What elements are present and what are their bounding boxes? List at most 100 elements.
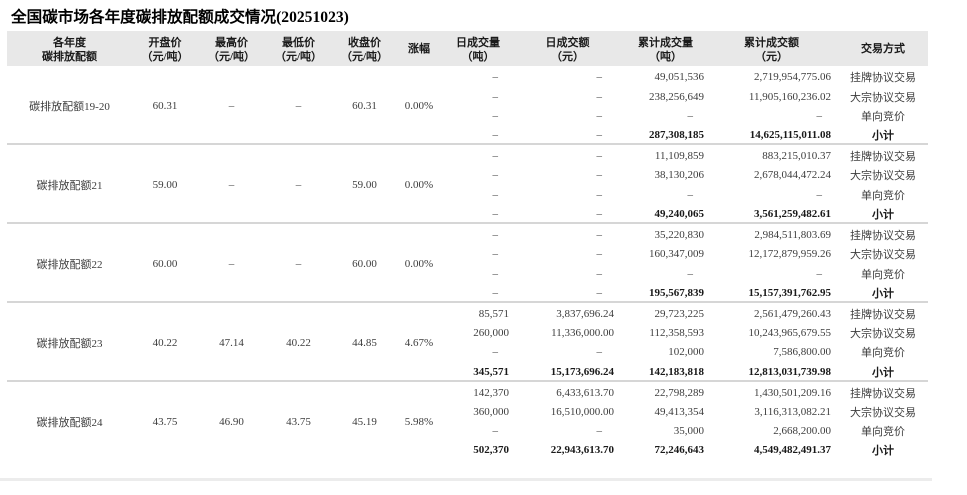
cum-volume: 142,183,818 <box>649 365 704 378</box>
cum-volume: 11,109,859 <box>654 150 704 163</box>
cum-volume: 112,358,593 <box>649 326 704 339</box>
col-header-daily-amount: 日成交额 （元） <box>515 31 620 66</box>
table-row: 碳排放配额22 60.00 – – 60.00 0.00% – – 35,220,830 2,98… <box>7 223 928 271</box>
table-row: – – 38,130,206 2,678,044,472.24 大宗协议交易 <box>7 164 928 183</box>
high-price: 46.90 <box>219 415 244 428</box>
table-header: 各年度 碳排放配额 开盘价 （元/吨） 最高价 （元/吨） 最低价 （元/吨） … <box>7 31 928 66</box>
col-header-line-1: 日成交额 <box>545 37 590 49</box>
open-price: 59.00 <box>152 179 178 192</box>
daily-volume: – <box>492 90 499 103</box>
cum-volume: – <box>687 188 694 201</box>
col-header-line-2: （元/吨） <box>274 51 323 63</box>
cum-amount: 3,561,259,482.61 <box>754 207 831 220</box>
col-header-product: 各年度 碳排放配额 <box>7 31 132 66</box>
change-pct: 0.00% <box>404 100 434 113</box>
cum-amount: 14,625,115,011.08 <box>749 129 831 142</box>
table-row: 360,000 16,510,000.00 49,413,354 3,116,313,… <box>7 401 928 420</box>
daily-amount: – <box>596 109 603 122</box>
cum-volume: 287,308,185 <box>649 129 704 142</box>
col-header-low: 最低价 （元/吨） <box>265 31 332 66</box>
subtotal-row: 345,571 15,173,696.24 142,183,818 12,813,03… <box>7 361 928 381</box>
table-row: – – – – 单向竞价 <box>7 262 928 281</box>
trade-mode: 大宗协议交易 <box>850 249 916 262</box>
cum-volume: 49,413,354 <box>654 405 705 418</box>
col-header-line-2: （元/吨） <box>207 51 256 63</box>
col-header-line-1: 最高价 <box>215 37 248 49</box>
product-name: 碳排放配额24 <box>36 416 103 429</box>
col-header-line-1: 开盘价 <box>148 37 182 49</box>
col-header-line-1: 日成交量 <box>456 37 500 49</box>
cum-volume: 160,347,009 <box>649 248 704 261</box>
daily-volume: 345,571 <box>473 365 509 378</box>
carbon-market-table: 各年度 碳排放配额 开盘价 （元/吨） 最高价 （元/吨） 最低价 （元/吨） … <box>7 31 928 459</box>
table-row: 260,000 11,336,000.00 112,358,593 10,243,96… <box>7 322 928 341</box>
close-price: 60.00 <box>352 257 377 270</box>
subtotal-row: – – 49,240,065 3,561,259,482.61 小计 <box>7 203 928 223</box>
daily-volume: – <box>492 169 499 182</box>
daily-volume: – <box>492 248 499 261</box>
cum-amount: 3,116,313,082.21 <box>754 405 831 418</box>
low-price: – <box>295 257 302 270</box>
change-pct: 5.98% <box>404 415 434 428</box>
low-price: – <box>295 100 302 113</box>
trade-mode: 大宗协议交易 <box>850 406 916 419</box>
subtotal-row: – – 195,567,839 15,157,391,762.95 小计 <box>7 282 928 302</box>
daily-amount: – <box>596 90 603 103</box>
cum-amount: 10,243,965,679.55 <box>748 326 832 339</box>
col-header-line-1: 交易方式 <box>861 42 905 55</box>
cum-volume: 35,000 <box>673 425 704 438</box>
subtotal-row: 502,370 22,943,613.70 72,246,643 4,549,482,… <box>7 439 928 458</box>
product-name: 碳排放配额21 <box>36 180 103 193</box>
open-price: 60.00 <box>152 257 178 270</box>
daily-amount: – <box>596 346 603 359</box>
daily-volume: – <box>492 71 499 84</box>
allowance-group: 碳排放配额24 43.75 46.90 43.75 45.19 5.98% 142,370 6… <box>7 381 928 459</box>
daily-volume: – <box>492 207 499 220</box>
table-row: – – 102,000 7,586,800.00 单向竞价 <box>7 341 928 360</box>
table-bottom-border <box>0 478 932 481</box>
col-header-line-2: （元/吨） <box>340 51 389 63</box>
table-row: 碳排放配额19-20 60.31 – – 60.31 0.00% – – 49,051,536 2… <box>7 66 928 113</box>
daily-volume: – <box>492 346 499 359</box>
col-header-line-1: 各年度 <box>53 37 86 49</box>
trade-mode: 大宗协议交易 <box>850 170 916 183</box>
table-row: – – 35,000 2,668,200.00 单向竞价 <box>7 420 928 439</box>
close-price: 59.00 <box>352 179 377 192</box>
col-header-cum-amount: 累计成交额 （元） <box>711 31 832 66</box>
col-header-daily-volume: 日成交量 （吨） <box>441 31 515 66</box>
trade-mode: 大宗协议交易 <box>850 327 916 340</box>
high-price: 47.14 <box>219 336 244 349</box>
daily-volume: 360,000 <box>473 405 509 418</box>
table-row: 碳排放配额21 59.00 – – 59.00 0.00% – – 11,109,859 883,… <box>7 144 928 192</box>
daily-volume: – <box>492 286 499 299</box>
daily-volume: – <box>492 188 499 201</box>
col-header-line-2: （元） <box>755 51 788 63</box>
daily-amount: – <box>596 286 603 299</box>
allowance-group: 碳排放配额23 40.22 47.14 40.22 44.85 4.67% 85,571 3,… <box>7 302 928 381</box>
trade-mode: 挂牌协议交易 <box>850 387 916 400</box>
low-price: – <box>295 179 302 192</box>
col-header-line-1: 累计成交量 <box>638 37 693 49</box>
change-pct: 0.00% <box>404 179 434 192</box>
daily-volume: – <box>492 228 499 241</box>
trade-mode: 单向竞价 <box>861 268 905 281</box>
col-header-line-2: （元） <box>551 51 584 63</box>
close-price: 60.31 <box>352 100 377 113</box>
daily-amount: – <box>596 425 603 438</box>
col-header-high: 最高价 （元/吨） <box>198 31 265 66</box>
col-header-open: 开盘价 （元/吨） <box>132 31 198 66</box>
cum-amount: 11,905,160,236.02 <box>748 90 831 103</box>
daily-volume: – <box>492 425 499 438</box>
open-price: 60.31 <box>152 100 178 113</box>
trade-mode: 小计 <box>872 366 894 379</box>
page-title: 全国碳市场各年度碳排放配额成交情况(20251023) <box>11 9 349 26</box>
daily-amount: – <box>596 248 603 261</box>
cum-volume: 49,240,065 <box>654 207 705 220</box>
daily-amount: – <box>596 267 603 280</box>
col-header-line-1: 累计成交额 <box>744 37 799 49</box>
daily-amount: – <box>596 207 603 220</box>
col-header-change: 涨幅 <box>397 31 441 66</box>
open-price: 43.75 <box>152 415 178 428</box>
cum-volume: – <box>687 267 694 280</box>
col-header-line-2: （元/吨） <box>141 51 189 63</box>
